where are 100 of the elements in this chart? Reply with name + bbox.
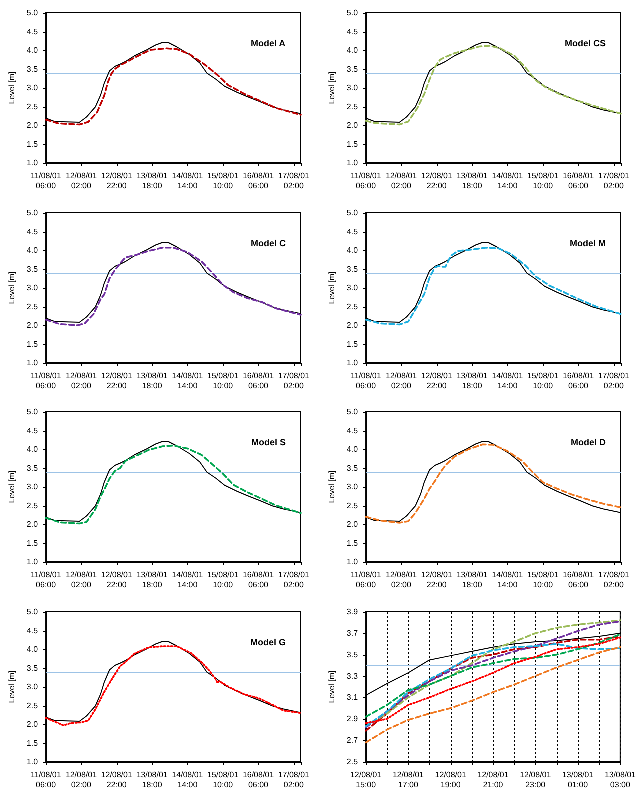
y-tick-label: 3.0 [26,682,39,691]
y-tick-label: 1.0 [26,558,39,566]
x-tick-label: 16/08/01 06:00 [242,770,275,789]
y-tick-label: 4.0 [26,246,39,254]
y-tick-label: 4.5 [346,426,359,436]
y-tick-label: 4.0 [26,644,39,654]
y-tick-label: 4.5 [26,226,39,236]
x-tick-label: 12/08/01 02:00 [66,770,98,789]
y-tick-label: 2.5 [26,302,39,311]
x-tick-label: 13/08/01 18:00 [136,770,168,789]
x-tick-label: 13/08/01 18:00 [456,371,488,390]
y-tick-label: 4.0 [26,46,39,55]
x-tick-label: 14/08/01 14:00 [172,172,204,190]
y-axis-title: Level [m] [328,72,336,104]
y-axis-title: Level [m] [328,670,336,703]
y-axis-title: Level [m] [8,670,16,703]
x-tick-label: 14/08/01 14:00 [172,371,204,390]
x-tick-label: 12/08/01 22:00 [421,172,453,190]
y-tick-label: 2.0 [26,520,39,529]
x-tick-label: 12/08/01 22:00 [421,570,453,590]
x-tick-label: 15/08/01 10:00 [528,172,560,190]
y-tick-label: 5.0 [26,8,39,18]
x-tick-label: 15/08/01 10:00 [528,570,560,590]
y-tick-label: 3.0 [346,84,359,92]
y-tick-label: 3.0 [346,283,359,292]
x-tick-label: 13/08/01 01:00 [562,770,594,789]
x-tick-label: 14/08/01 14:00 [492,172,524,190]
y-tick-label: 2.0 [26,320,39,330]
y-tick-label: 2.0 [26,121,39,130]
y-tick-label: 2.0 [26,720,39,728]
text: Model A [251,38,286,48]
x-tick-label: 12/08/01 17:00 [392,770,425,789]
x-tick-label: 11/08/01 06:00 [350,570,382,590]
y-tick-label: 2.5 [26,700,39,710]
y-tick-label: 3.5 [26,64,39,74]
y-tick-label: 1.5 [26,538,39,548]
x-tick-label: 12/08/01 15:00 [350,770,382,789]
text: Model S [252,438,286,448]
x-tick-label: 14/08/01 14:00 [172,570,204,590]
x-tick-label: 17/08/01 02:00 [278,371,310,390]
y-tick-label: 1.0 [346,558,359,566]
y-tick-label: 2.9 [346,714,359,724]
y-tick-label: 2.0 [346,320,359,330]
x-tick-label: 11/08/01 06:00 [350,172,382,190]
y-tick-label: 3.7 [346,628,359,638]
x-tick-label: 13/08/01 18:00 [456,172,488,190]
text: Model G [250,637,286,647]
y-tick-label: 1.5 [346,140,359,149]
y-tick-label: 2.5 [346,302,359,311]
y-tick-label: 2.7 [346,736,359,745]
text: Model D [571,438,606,448]
x-tick-label: 13/08/01 18:00 [136,371,168,390]
y-tick-label: 5.0 [26,607,39,616]
x-tick-label: 17/08/01 02:00 [598,371,630,390]
x-tick-label: 17/08/01 02:00 [278,570,310,590]
x-tick-label: 12/08/01 02:00 [66,570,98,590]
x-tick-label: 17/08/01 02:00 [598,570,630,590]
x-tick-label: 17/08/01 02:00 [598,172,630,190]
x-tick-label: 14/08/01 14:00 [492,570,524,590]
y-tick-label: 5.0 [26,208,39,217]
y-axis-title: Level [m] [328,271,336,304]
x-tick-label: 17/08/01 02:00 [278,172,310,190]
x-tick-label: 15/08/01 10:00 [208,172,240,190]
y-tick-label: 2.5 [346,757,359,766]
y-tick-label: 2.5 [26,102,39,112]
x-tick-label: 12/08/01 02:00 [66,371,98,390]
y-tick-label: 4.0 [346,246,359,254]
y-tick-label: 1.0 [346,158,359,168]
x-tick-label: 16/08/01 06:00 [242,570,275,590]
y-tick-label: 1.0 [26,757,39,766]
x-tick-label: 11/08/01 06:00 [30,371,62,390]
y-tick-label: 2.5 [346,501,359,510]
x-tick-label: 12/08/01 22:00 [101,172,133,190]
y-tick-label: 1.0 [26,158,39,168]
x-tick-label: 15/08/01 10:00 [208,371,240,390]
x-tick-label: 11/08/01 06:00 [30,570,62,590]
x-tick-label: 13/08/01 03:00 [604,770,637,789]
x-tick-label: 12/08/01 22:00 [421,371,453,390]
y-tick-label: 2.0 [346,121,359,130]
y-tick-label: 1.0 [26,358,39,367]
x-tick-label: 15/08/01 10:00 [208,770,240,789]
y-tick-label: 4.5 [346,27,359,36]
x-tick-label: 15/08/01 10:00 [528,371,560,390]
x-tick-label: 11/08/01 06:00 [350,371,382,390]
x-tick-label: 16/08/01 06:00 [562,371,595,390]
x-tick-label: 16/08/01 06:00 [242,371,275,390]
y-tick-label: 3.5 [346,64,359,74]
y-tick-label: 3.5 [346,464,359,473]
y-tick-label: 5.0 [346,408,359,416]
y-tick-label: 3.0 [346,482,359,492]
y-tick-label: 2.5 [346,102,359,112]
x-tick-label: 13/08/01 18:00 [456,570,488,590]
y-axis-title: Level [m] [8,470,16,504]
y-tick-label: 5.0 [346,208,359,217]
x-tick-label: 12/08/01 22:00 [101,770,133,789]
x-tick-label: 14/08/01 14:00 [492,371,524,390]
y-tick-label: 3.0 [26,84,39,92]
y-tick-label: 1.0 [346,358,359,367]
x-tick-label: 14/08/01 14:00 [172,770,204,789]
y-tick-label: 3.5 [346,264,359,274]
